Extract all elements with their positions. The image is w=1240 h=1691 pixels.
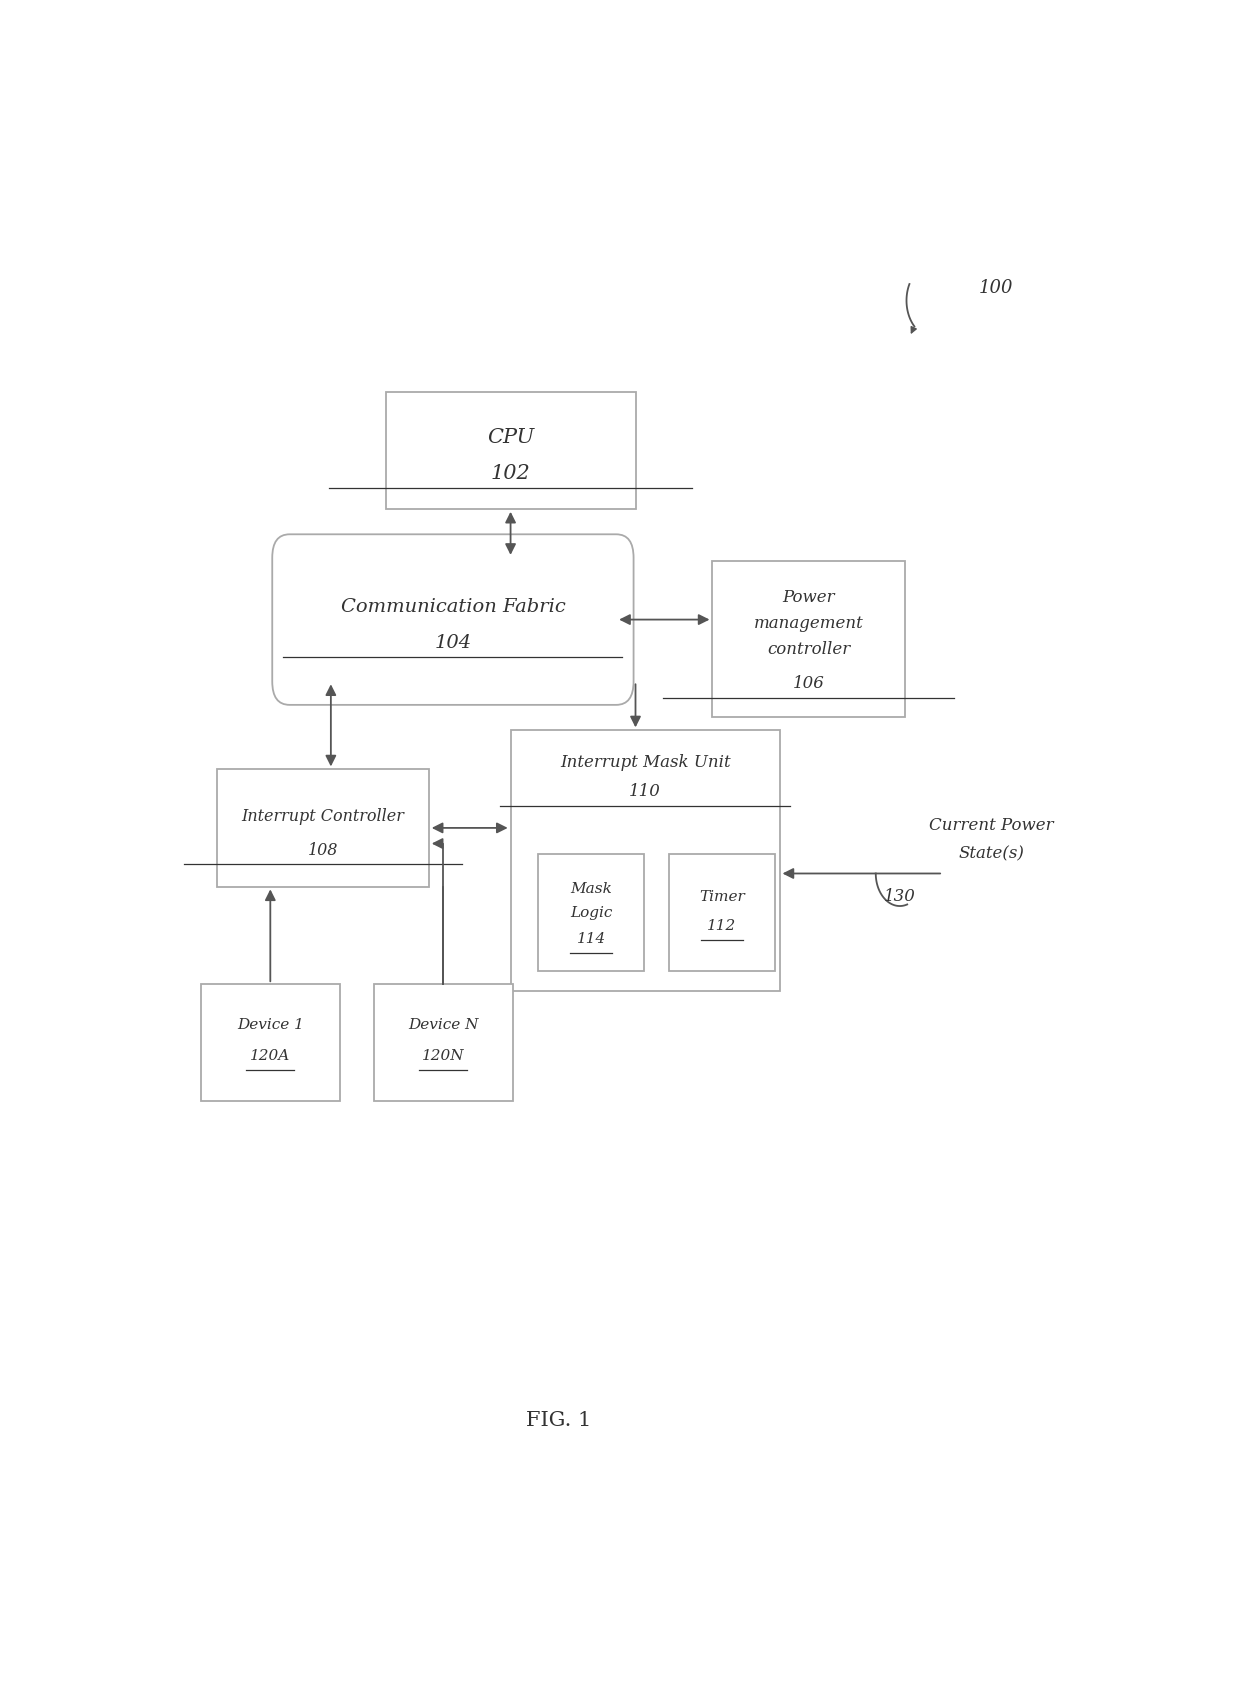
- Text: Device 1: Device 1: [237, 1018, 304, 1032]
- Text: 130: 130: [884, 888, 915, 905]
- Text: Interrupt Mask Unit: Interrupt Mask Unit: [559, 754, 730, 771]
- Text: 110: 110: [629, 783, 661, 800]
- Text: Timer: Timer: [699, 889, 745, 905]
- Text: Device N: Device N: [408, 1018, 479, 1032]
- Text: 104: 104: [434, 634, 471, 653]
- Text: 114: 114: [577, 932, 606, 945]
- Text: Power: Power: [782, 588, 835, 605]
- FancyBboxPatch shape: [386, 392, 635, 509]
- Text: Communication Fabric: Communication Fabric: [341, 597, 565, 616]
- Text: 108: 108: [308, 842, 339, 859]
- FancyBboxPatch shape: [217, 769, 429, 886]
- Text: Interrupt Controller: Interrupt Controller: [242, 808, 404, 825]
- Text: 102: 102: [491, 465, 531, 484]
- Text: 120N: 120N: [422, 1048, 465, 1062]
- FancyBboxPatch shape: [511, 731, 780, 991]
- FancyBboxPatch shape: [373, 984, 513, 1101]
- FancyBboxPatch shape: [713, 561, 905, 717]
- Text: 120A: 120A: [250, 1048, 290, 1062]
- Text: State(s): State(s): [959, 846, 1024, 862]
- FancyBboxPatch shape: [201, 984, 340, 1101]
- Text: CPU: CPU: [487, 428, 534, 446]
- Text: controller: controller: [766, 641, 851, 658]
- FancyBboxPatch shape: [670, 854, 775, 971]
- FancyBboxPatch shape: [538, 854, 644, 971]
- Text: Logic: Logic: [570, 906, 613, 920]
- Text: 112: 112: [707, 918, 737, 932]
- Text: Mask: Mask: [570, 883, 613, 896]
- Text: Current Power: Current Power: [929, 817, 1054, 834]
- Text: 106: 106: [792, 675, 825, 692]
- Text: management: management: [754, 616, 863, 632]
- Text: FIG. 1: FIG. 1: [526, 1410, 591, 1431]
- Text: 100: 100: [978, 279, 1013, 296]
- FancyBboxPatch shape: [273, 534, 634, 705]
